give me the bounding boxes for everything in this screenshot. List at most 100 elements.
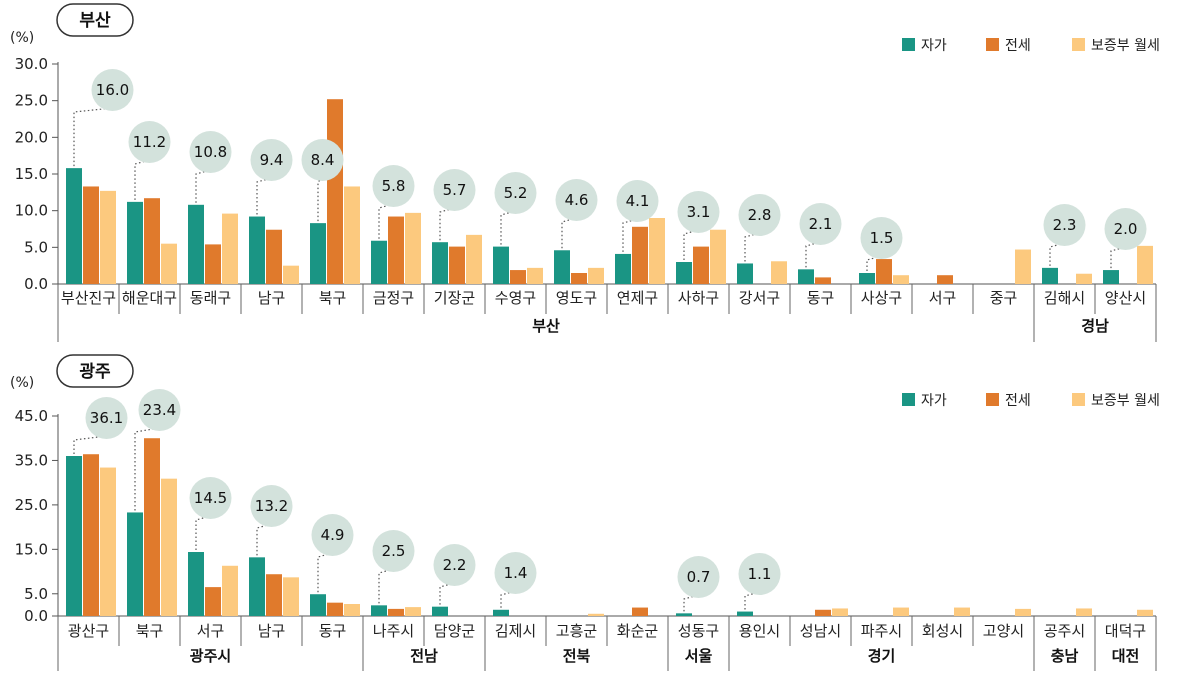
y-tick-label: 45.0 (15, 407, 48, 425)
bar-자가-해운대구 (127, 201, 143, 284)
category-label: 동구 (807, 289, 835, 307)
bubble-circle (738, 553, 781, 595)
bar-보증부 월세-동구 (344, 604, 360, 616)
bar-자가-기장군 (432, 242, 448, 284)
bubble-circle (799, 203, 842, 245)
bubble-value: 13.2 (255, 497, 288, 515)
bar-전세-남구 (266, 574, 282, 616)
bar-전세-동래구 (205, 244, 221, 284)
bubble-leader (195, 169, 211, 203)
group-label: 서울 (685, 647, 713, 665)
group-label: 전남 (410, 647, 438, 665)
bubble-value: 1.5 (870, 229, 894, 247)
category-label: 회성시 (922, 622, 963, 640)
bubble-value: 5.7 (443, 181, 467, 199)
bubble-value: 16.0 (96, 81, 129, 99)
bubble-leader (256, 177, 272, 215)
category-label: 사하구 (678, 289, 719, 307)
value-bubble-영도구: 4.6 (555, 179, 598, 249)
bar-전세-서구 (205, 587, 221, 616)
category-label: 동구 (319, 622, 347, 640)
bubble-circle (301, 139, 344, 181)
bubble-circle (138, 389, 181, 431)
bar-전세-기장군 (449, 246, 465, 284)
bar-보증부 월세-고양시 (1015, 608, 1031, 616)
bar-전세-금정구 (388, 216, 404, 284)
category-label: 나주시 (373, 622, 414, 640)
panel-1: 부산 (%) 0.0 5.0 10.0 15.0 20.0 25.0 30.0 부산진구 해운대구 동… (10, 3, 1160, 342)
bubble-value: 8.4 (311, 151, 335, 169)
bar-보증부 월세-성남시 (832, 608, 848, 616)
bar-전세-연제구 (632, 226, 648, 284)
bar-보증부 월세-남구 (283, 265, 299, 284)
category-label: 남구 (258, 289, 286, 307)
y-tick-label: 5.0 (24, 585, 48, 603)
bubble-circle (1043, 204, 1086, 246)
bubble-value: 9.4 (260, 151, 284, 169)
y-tick-label: 20.0 (15, 128, 48, 146)
bar-전세-북구 (144, 438, 160, 616)
bar-자가-강서구 (737, 263, 753, 284)
value-bubble-김제시: 1.4 (494, 552, 537, 608)
category-label: 사상구 (861, 289, 902, 307)
value-bubble-강서구: 2.8 (738, 194, 781, 262)
category-label: 대덕구 (1105, 622, 1146, 640)
bubble-value: 3.1 (687, 203, 711, 221)
bubble-leader (683, 594, 699, 612)
bubble-value: 2.1 (809, 215, 833, 233)
bubble-value: 4.1 (626, 192, 650, 210)
category-label: 북구 (136, 622, 164, 640)
bar-자가-김해시 (1042, 267, 1058, 284)
bubble-leader (73, 107, 113, 167)
bar-자가-부산진구 (66, 168, 82, 284)
category-label: 성남시 (800, 622, 841, 640)
group-label: 부산 (532, 317, 560, 335)
bar-전세-성남시 (815, 609, 831, 616)
bubble-circle (433, 544, 476, 586)
value-bubble-김해시: 2.3 (1043, 204, 1086, 266)
y-tick-label: 15.0 (15, 165, 48, 183)
legend-swatch (902, 38, 915, 51)
category-label: 남구 (258, 622, 286, 640)
legend-entry: 자가 (921, 393, 947, 409)
bubble-value: 2.8 (748, 206, 772, 224)
bubble-circle (311, 514, 354, 556)
bubble-circle (189, 477, 232, 519)
category-label: 김해시 (1044, 289, 1085, 307)
bar-보증부 월세-김해시 (1076, 273, 1092, 284)
bubble-value: 4.6 (565, 191, 589, 209)
bar-보증부 월세-중구 (1015, 249, 1031, 284)
bubble-leader (439, 207, 455, 241)
bar-보증부 월세-금정구 (405, 212, 421, 284)
value-bubble-해운대구: 11.2 (128, 121, 171, 200)
panel-title: 광주 (79, 362, 111, 382)
category-label: 김제시 (495, 622, 536, 640)
value-bubble-나주시: 2.5 (372, 530, 415, 604)
bar-자가-남구 (249, 216, 265, 284)
bubble-value: 1.4 (504, 564, 528, 582)
category-label: 광산구 (68, 622, 109, 640)
group-label: 광주시 (190, 647, 231, 665)
bubble-value: 11.2 (133, 133, 166, 151)
bar-보증부 월세-연제구 (649, 218, 665, 284)
bubble-value: 5.8 (382, 177, 406, 195)
category-label: 금정구 (373, 289, 414, 307)
legend: 자가 전세 보증부 월세 (902, 393, 1160, 409)
category-label: 부산진구 (61, 289, 116, 307)
bar-자가-북구 (127, 512, 143, 616)
legend-entry: 보증부 월세 (1091, 393, 1160, 409)
legend: 자가 전세 보증부 월세 (902, 38, 1160, 54)
category-label: 서구 (929, 289, 957, 307)
bubble-circle (616, 180, 659, 222)
bubble-leader (439, 582, 455, 605)
panel-title-pill: 광주 (56, 354, 134, 388)
bubble-leader (317, 552, 333, 593)
bubble-value: 4.9 (321, 526, 345, 544)
bar-전세-영도구 (571, 273, 587, 284)
bubble-leader (1049, 242, 1065, 266)
bar-보증부 월세-고흥군 (588, 613, 604, 616)
value-bubble-광산구: 36.1 (73, 397, 128, 454)
bar-자가-영도구 (554, 250, 570, 284)
bar-전세-부산진구 (83, 186, 99, 284)
legend-swatch (902, 393, 915, 406)
